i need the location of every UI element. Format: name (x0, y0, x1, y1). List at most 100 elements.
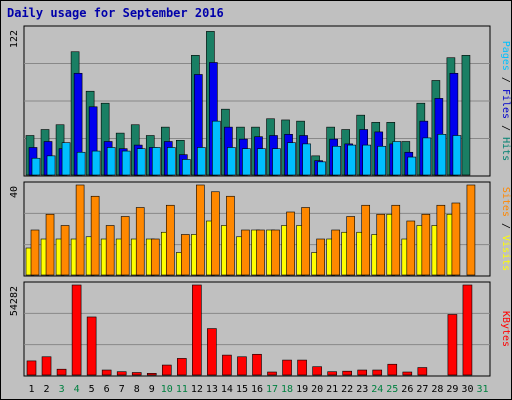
bar-kbytes-day-8 (131, 372, 142, 376)
legend-mid-part-1: / (500, 217, 511, 235)
bar-sites-day-18 (286, 211, 295, 276)
bar-kbytes-day-26 (402, 371, 413, 376)
bar-kbytes-day-5 (86, 316, 97, 376)
bar-pages-day-21 (332, 145, 341, 176)
x-tick-label-day-21: 21 (326, 384, 338, 395)
legend-bot-part-0: KBytes (500, 311, 511, 347)
bar-hits-day-30 (461, 55, 471, 176)
bar-kbytes-day-24 (372, 369, 383, 376)
x-tick-label-day-28: 28 (431, 384, 443, 395)
panel-bot-ymax-label: 54282 (9, 286, 20, 316)
bar-pages-day-24 (377, 145, 387, 176)
x-tick-label-day-11: 11 (176, 384, 188, 395)
x-tick-label-day-26: 26 (401, 384, 413, 395)
bar-kbytes-day-27 (417, 367, 428, 376)
x-tick-label-day-19: 19 (296, 384, 308, 395)
bar-sites-day-14 (226, 195, 235, 276)
x-tick-label-day-23: 23 (356, 384, 368, 395)
bar-sites-day-9 (150, 238, 160, 276)
legend-top-part-1: / (500, 71, 511, 89)
bar-kbytes-day-3 (56, 368, 67, 376)
x-tick-label-day-12: 12 (191, 384, 203, 395)
bar-pages-day-17 (272, 148, 281, 176)
bar-sites-day-3 (60, 225, 70, 276)
legend-mid-part-0: Sites (500, 187, 511, 217)
bar-kbytes-day-23 (357, 369, 368, 376)
bar-kbytes-day-15 (237, 356, 247, 376)
bar-kbytes-day-29 (447, 314, 458, 376)
bar-sites-day-4 (75, 184, 85, 276)
bar-pages-day-18 (287, 142, 296, 176)
legend-top-part-2: Files (500, 89, 511, 119)
bar-kbytes-day-16 (252, 353, 262, 376)
bar-pages-day-19 (302, 143, 311, 176)
panel-bot-legend: KBytes (500, 311, 511, 347)
bar-pages-day-13 (212, 120, 221, 176)
x-tick-label-day-18: 18 (281, 384, 293, 395)
bar-kbytes-day-9 (146, 373, 157, 376)
bar-sites-day-27 (421, 213, 431, 276)
bar-pages-day-27 (422, 137, 432, 176)
bar-kbytes-day-22 (342, 370, 352, 376)
x-tick-label-day-10: 10 (161, 384, 173, 395)
x-tick-label-day-14: 14 (221, 384, 233, 395)
bar-sites-day-13 (211, 191, 220, 276)
bar-sites-day-22 (346, 216, 355, 276)
bar-pages-day-11 (182, 159, 191, 176)
bar-pages-day-6 (106, 147, 116, 176)
bar-sites-day-5 (90, 195, 100, 276)
x-tick-label-day-20: 20 (311, 384, 323, 395)
bar-kbytes-day-12 (192, 284, 202, 376)
bar-kbytes-day-1 (26, 360, 37, 376)
bar-pages-day-5 (91, 150, 101, 176)
bar-kbytes-day-20 (312, 366, 322, 376)
bar-kbytes-day-6 (101, 369, 112, 376)
bar-sites-day-25 (391, 204, 401, 276)
bar-kbytes-day-25 (387, 363, 398, 376)
bar-kbytes-day-21 (327, 371, 337, 376)
bar-pages-day-23 (362, 144, 372, 176)
x-tick-label-day-7: 7 (119, 384, 125, 395)
bar-pages-day-15 (242, 148, 251, 176)
x-tick-label-day-5: 5 (89, 384, 95, 395)
x-tick-label-day-3: 3 (59, 384, 65, 395)
bar-sites-day-26 (406, 220, 416, 276)
bar-pages-day-10 (166, 147, 176, 176)
bar-pages-day-29 (452, 135, 462, 176)
bar-pages-day-3 (61, 142, 71, 176)
bar-sites-day-17 (271, 229, 280, 276)
bar-sites-day-7 (120, 216, 130, 276)
bar-pages-day-8 (136, 148, 146, 176)
bar-pages-day-2 (46, 155, 56, 176)
bar-kbytes-day-4 (71, 284, 82, 376)
bar-sites-day-20 (316, 238, 325, 276)
x-tick-label-day-25: 25 (386, 384, 398, 395)
x-tick-label-day-31: 31 (476, 384, 488, 395)
x-tick-label-day-29: 29 (446, 384, 458, 395)
bar-pages-day-1 (31, 157, 41, 176)
bar-kbytes-day-7 (116, 371, 127, 376)
x-tick-label-day-4: 4 (74, 384, 80, 395)
bar-kbytes-day-2 (41, 356, 52, 376)
bar-sites-day-16 (256, 229, 265, 276)
x-tick-label-day-15: 15 (236, 384, 248, 395)
bar-pages-day-22 (347, 144, 356, 176)
bar-sites-day-30 (466, 184, 476, 276)
x-tick-label-day-24: 24 (371, 384, 383, 395)
legend-mid-part-2: Visits (500, 235, 511, 271)
bar-pages-day-9 (151, 147, 161, 176)
bar-kbytes-day-11 (177, 358, 187, 376)
legend-top-part-3: / (500, 119, 511, 137)
bar-pages-day-28 (437, 134, 447, 176)
bar-pages-day-20 (317, 161, 326, 176)
bar-sites-day-23 (361, 204, 371, 276)
bar-sites-day-11 (181, 234, 190, 276)
bar-pages-day-26 (407, 156, 417, 176)
legend-top-part-0: Pages (500, 41, 511, 71)
x-tick-label-day-1: 1 (29, 384, 35, 395)
bar-kbytes-day-13 (207, 328, 217, 376)
bar-sites-day-19 (301, 207, 310, 276)
panel-top-ymax-label: 122 (9, 30, 20, 48)
bar-sites-day-2 (45, 213, 55, 276)
bar-pages-day-14 (227, 147, 236, 176)
